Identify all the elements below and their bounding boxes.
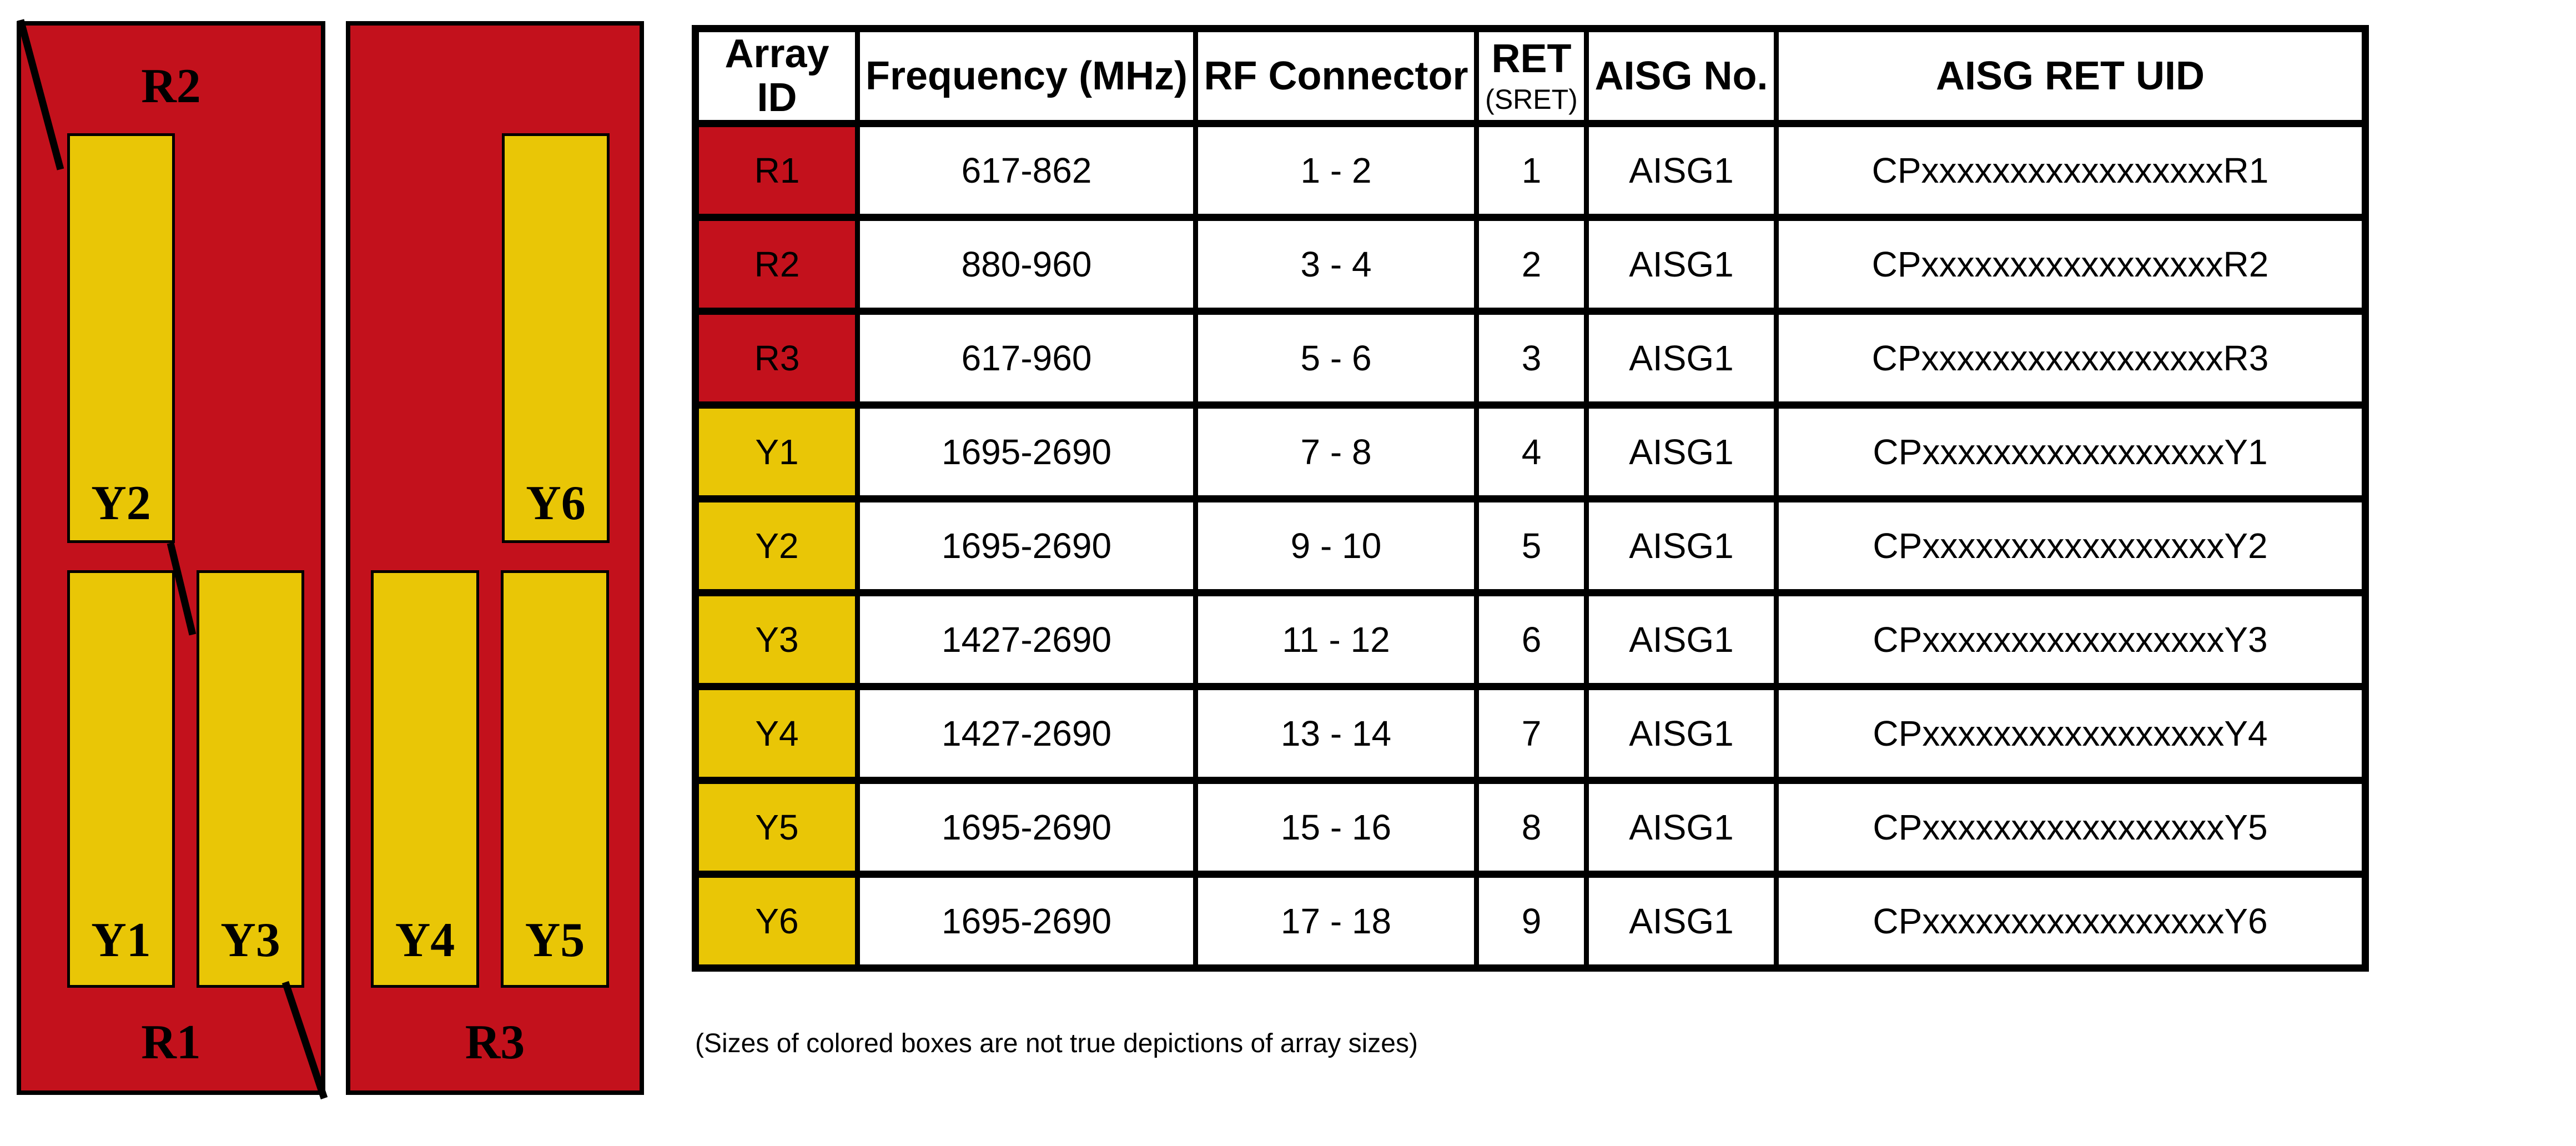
array-label-r2: R2 <box>141 59 201 113</box>
cell-aisg-no: AISG1 <box>1584 683 1779 785</box>
cell-ret: 6 <box>1474 589 1589 691</box>
array-label-y6: Y6 <box>526 476 586 530</box>
array-box-y4: Y4 <box>371 570 479 988</box>
table-row-r1: R1 617-862 1 - 2 1 AISG1 CPxxxxxxxxxxxxx… <box>693 120 2368 222</box>
cell-array-id: Y5 <box>693 777 860 878</box>
header-aisg-no: AISG No. <box>1584 24 1779 128</box>
cell-aisg-no: AISG1 <box>1584 777 1779 878</box>
table-row-y5: Y5 1695-2690 15 - 16 8 AISG1 CPxxxxxxxxx… <box>693 777 2368 878</box>
cell-frequency: 880-960 <box>855 214 1198 315</box>
cell-rf-connector: 5 - 6 <box>1193 308 1479 409</box>
array-box-y6: Y6 <box>502 133 610 543</box>
cell-array-id: R1 <box>693 120 860 222</box>
cell-frequency: 617-960 <box>855 308 1198 409</box>
cell-rf-connector: 17 - 18 <box>1193 871 1479 972</box>
header-aisg-ret-uid: AISG RET UID <box>1774 24 2368 128</box>
cell-ret: 2 <box>1474 214 1589 315</box>
cell-rf-connector: 3 - 4 <box>1193 214 1479 315</box>
antenna-panel-2: Y6 Y4 Y5 R3 <box>346 21 644 1095</box>
cell-rf-connector: 7 - 8 <box>1193 401 1479 503</box>
cell-aisg-ret-uid: CPxxxxxxxxxxxxxxxxxY2 <box>1774 495 2368 597</box>
cell-aisg-ret-uid: CPxxxxxxxxxxxxxxxxxR1 <box>1774 120 2368 222</box>
cell-array-id: R3 <box>693 308 860 409</box>
cell-rf-connector: 1 - 2 <box>1193 120 1479 222</box>
header-frequency: Frequency (MHz) <box>855 24 1198 128</box>
array-label-y5: Y5 <box>525 913 585 967</box>
cell-frequency: 617-862 <box>855 120 1198 222</box>
cell-aisg-ret-uid: CPxxxxxxxxxxxxxxxxxY6 <box>1774 871 2368 972</box>
array-box-y5: Y5 <box>501 570 609 988</box>
table-row-y1: Y1 1695-2690 7 - 8 4 AISG1 CPxxxxxxxxxxx… <box>693 401 2368 503</box>
header-rf-connector: RF Connector <box>1193 24 1479 128</box>
cell-ret: 8 <box>1474 777 1589 878</box>
cell-aisg-ret-uid: CPxxxxxxxxxxxxxxxxxY1 <box>1774 401 2368 503</box>
cell-array-id: Y4 <box>693 683 860 785</box>
cell-aisg-no: AISG1 <box>1584 401 1779 503</box>
cell-frequency: 1427-2690 <box>855 683 1198 785</box>
cell-ret: 4 <box>1474 401 1589 503</box>
antenna-panel-1: R2 Y2 Y1 Y3 R1 <box>17 21 325 1095</box>
cell-aisg-no: AISG1 <box>1584 871 1779 972</box>
array-box-y3: Y3 <box>197 570 304 988</box>
array-spec-table: Array ID Frequency (MHz) RF Connector RE… <box>692 24 2369 972</box>
table-row-r2: R2 880-960 3 - 4 2 AISG1 CPxxxxxxxxxxxxx… <box>693 214 2368 315</box>
cell-rf-connector: 11 - 12 <box>1193 589 1479 691</box>
cell-array-id: Y1 <box>693 401 860 503</box>
cell-rf-connector: 13 - 14 <box>1193 683 1479 785</box>
header-ret-main: RET <box>1491 37 1572 82</box>
cell-frequency: 1695-2690 <box>855 871 1198 972</box>
cell-aisg-ret-uid: CPxxxxxxxxxxxxxxxxxY4 <box>1774 683 2368 785</box>
cell-array-id: Y3 <box>693 589 860 691</box>
array-label-r1: R1 <box>141 1016 201 1069</box>
cell-ret: 5 <box>1474 495 1589 597</box>
cell-aisg-no: AISG1 <box>1584 308 1779 409</box>
table-row-y4: Y4 1427-2690 13 - 14 7 AISG1 CPxxxxxxxxx… <box>693 683 2368 785</box>
cell-aisg-no: AISG1 <box>1584 120 1779 222</box>
array-label-y1: Y1 <box>91 913 151 967</box>
cell-ret: 3 <box>1474 308 1589 409</box>
cell-rf-connector: 15 - 16 <box>1193 777 1479 878</box>
array-label-r3: R3 <box>465 1016 525 1069</box>
header-ret-sub: (SRET) <box>1485 84 1578 115</box>
header-row: Array ID Frequency (MHz) RF Connector RE… <box>693 24 2368 128</box>
cell-aisg-ret-uid: CPxxxxxxxxxxxxxxxxxY5 <box>1774 777 2368 878</box>
cell-ret: 7 <box>1474 683 1589 785</box>
cell-frequency: 1695-2690 <box>855 777 1198 878</box>
size-disclaimer-note: (Sizes of colored boxes are not true dep… <box>695 1029 1418 1058</box>
cell-aisg-ret-uid: CPxxxxxxxxxxxxxxxxxR2 <box>1774 214 2368 315</box>
cell-frequency: 1427-2690 <box>855 589 1198 691</box>
cell-aisg-no: AISG1 <box>1584 589 1779 691</box>
array-label-y4: Y4 <box>395 913 455 967</box>
cell-ret: 9 <box>1474 871 1589 972</box>
cell-ret: 1 <box>1474 120 1589 222</box>
cell-aisg-ret-uid: CPxxxxxxxxxxxxxxxxxY3 <box>1774 589 2368 691</box>
cell-array-id: Y2 <box>693 495 860 597</box>
table-row-y6: Y6 1695-2690 17 - 18 9 AISG1 CPxxxxxxxxx… <box>693 871 2368 972</box>
table-row-r3: R3 617-960 5 - 6 3 AISG1 CPxxxxxxxxxxxxx… <box>693 308 2368 409</box>
table-row-y2: Y2 1695-2690 9 - 10 5 AISG1 CPxxxxxxxxxx… <box>693 495 2368 597</box>
array-label-y2: Y2 <box>91 476 151 530</box>
array-label-y3: Y3 <box>220 913 280 967</box>
cell-frequency: 1695-2690 <box>855 401 1198 503</box>
header-ret: RET (SRET) <box>1474 24 1589 128</box>
cell-array-id: R2 <box>693 214 860 315</box>
table-row-y3: Y3 1427-2690 11 - 12 6 AISG1 CPxxxxxxxxx… <box>693 589 2368 691</box>
cell-rf-connector: 9 - 10 <box>1193 495 1479 597</box>
cell-array-id: Y6 <box>693 871 860 972</box>
array-box-y1: Y1 <box>67 570 175 988</box>
cell-aisg-no: AISG1 <box>1584 214 1779 315</box>
array-box-y2: Y2 <box>67 133 175 543</box>
header-array-id: Array ID <box>693 24 860 128</box>
cell-aisg-ret-uid: CPxxxxxxxxxxxxxxxxxR3 <box>1774 308 2368 409</box>
cell-aisg-no: AISG1 <box>1584 495 1779 597</box>
cell-frequency: 1695-2690 <box>855 495 1198 597</box>
